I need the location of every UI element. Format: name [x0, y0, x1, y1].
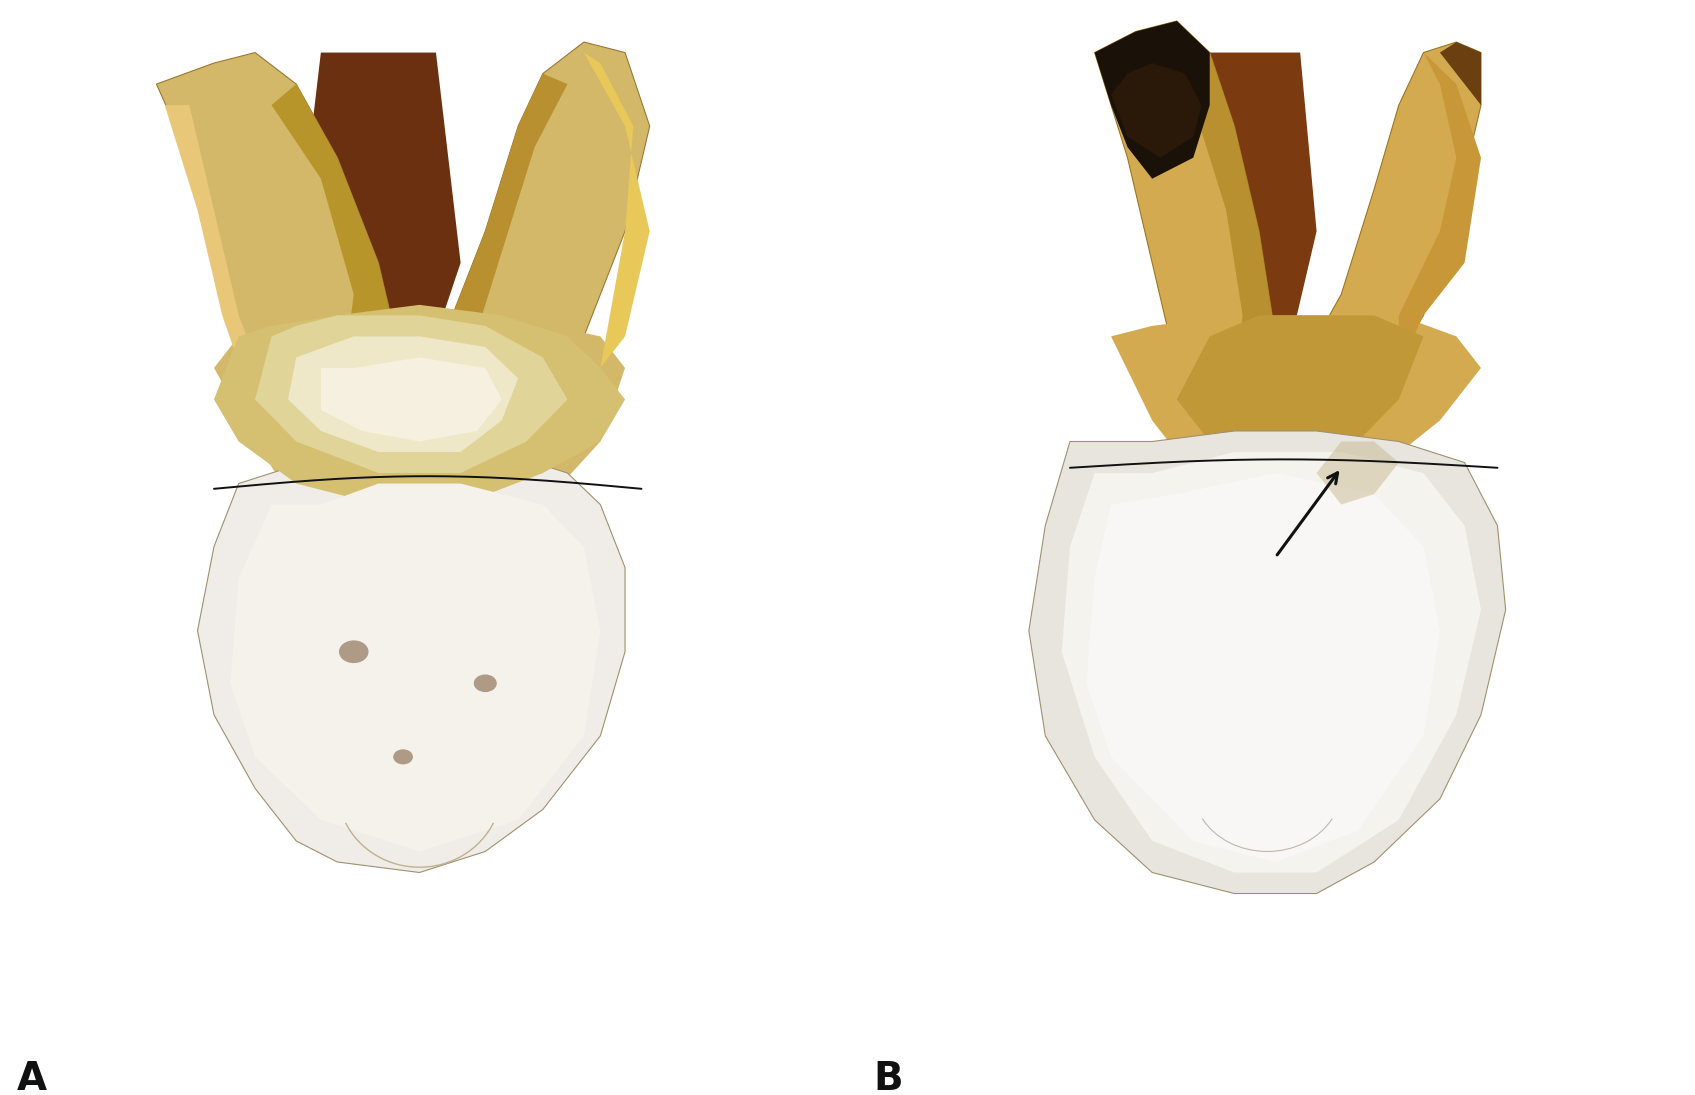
Polygon shape — [1112, 64, 1202, 158]
Polygon shape — [1176, 53, 1317, 368]
Polygon shape — [156, 53, 403, 441]
Polygon shape — [1029, 431, 1505, 894]
Text: B: B — [666, 609, 686, 636]
Polygon shape — [214, 304, 625, 505]
Polygon shape — [1061, 452, 1481, 873]
Polygon shape — [1317, 441, 1398, 505]
Polygon shape — [1176, 315, 1424, 473]
Polygon shape — [583, 53, 649, 368]
Polygon shape — [297, 53, 461, 368]
Polygon shape — [1086, 473, 1441, 862]
Polygon shape — [198, 441, 625, 873]
Polygon shape — [1441, 42, 1481, 105]
Polygon shape — [1112, 315, 1481, 505]
Polygon shape — [1095, 21, 1210, 178]
Polygon shape — [288, 336, 519, 452]
Text: B: B — [873, 1060, 902, 1095]
Polygon shape — [164, 105, 271, 410]
Polygon shape — [271, 84, 403, 431]
Polygon shape — [254, 315, 568, 473]
Polygon shape — [320, 357, 502, 441]
Text: B: B — [1539, 556, 1559, 584]
Text: L: L — [90, 630, 108, 658]
Polygon shape — [231, 484, 600, 852]
Ellipse shape — [475, 675, 497, 692]
Polygon shape — [420, 42, 649, 441]
Polygon shape — [214, 315, 625, 537]
Text: A: A — [17, 1060, 47, 1095]
Ellipse shape — [393, 749, 414, 764]
Polygon shape — [1095, 21, 1276, 420]
Ellipse shape — [339, 641, 368, 664]
Polygon shape — [420, 73, 568, 441]
Polygon shape — [1292, 42, 1481, 420]
Polygon shape — [1176, 53, 1276, 420]
Text: L: L — [963, 588, 981, 615]
Polygon shape — [1398, 53, 1481, 368]
